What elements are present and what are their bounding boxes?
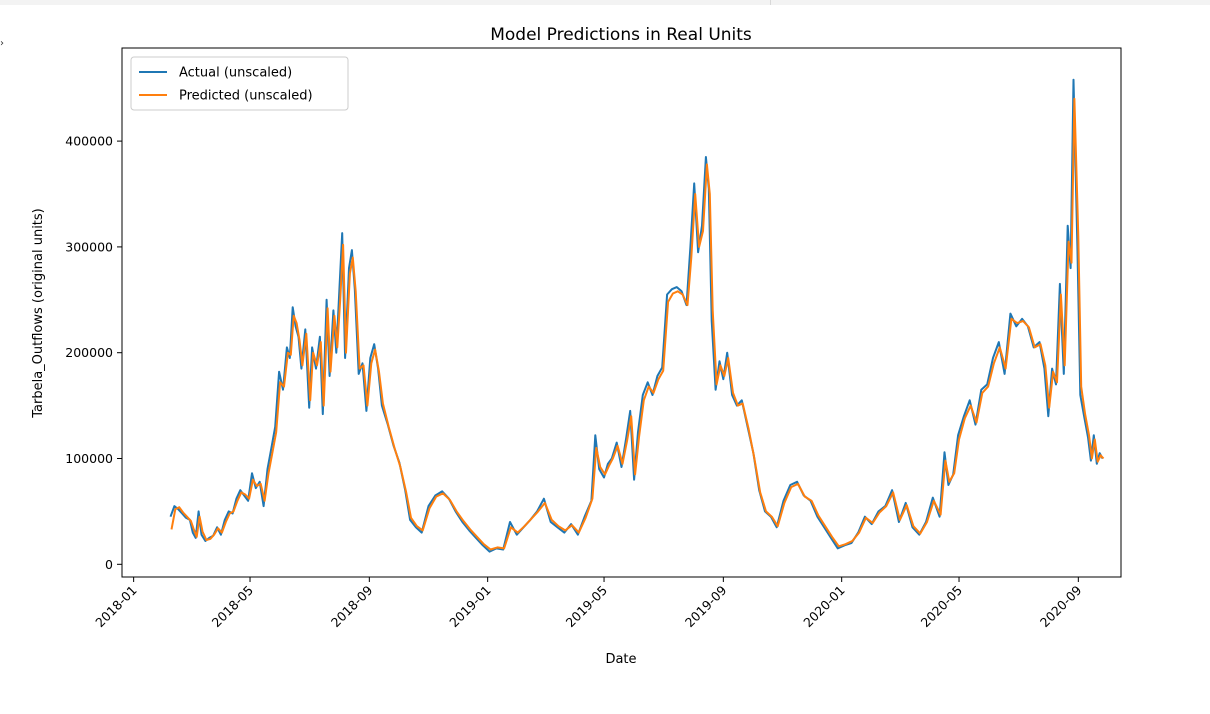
plot-frame — [121, 47, 1122, 578]
x-tick-label: 2018-09 — [328, 582, 376, 630]
x-tick-label: 2018-05 — [209, 583, 257, 631]
collapse-chevron-icon[interactable]: › — [0, 38, 4, 49]
x-axis: 2018-01 2018-05 2018-09 2019-01 2019-05 2019-… — [92, 577, 1084, 630]
plot-area — [121, 47, 1122, 578]
legend-entry: Actual (unscaled) — [179, 66, 292, 81]
x-tick-label: 2019-09 — [682, 582, 730, 630]
y-tick-label: 400000 — [65, 134, 113, 149]
chart-title: Model Predictions in Real Units — [490, 25, 752, 45]
x-tick-label: 2020-05 — [918, 583, 966, 631]
toolbar-divider — [770, 0, 771, 5]
y-tick-label: 100000 — [65, 451, 113, 466]
legend-entry: Predicted (unscaled) — [179, 89, 313, 104]
x-tick-label: 2020-09 — [1037, 582, 1085, 630]
series-line-predicted — [170, 97, 1105, 551]
x-tick-label: 2018-01 — [92, 583, 140, 631]
top-toolbar-strip — [0, 0, 1210, 5]
y-tick-label: 0 — [105, 557, 113, 572]
plot-background — [122, 48, 1121, 577]
legend: Actual (unscaled) Predicted (unscaled) — [130, 56, 349, 111]
y-axis: 0 100000 200000 300000 400000 — [65, 134, 122, 572]
x-tick-label: 2019-05 — [563, 583, 611, 631]
y-tick-label: 200000 — [65, 345, 113, 360]
y-tick-label: 300000 — [65, 239, 113, 254]
x-tick-label: 2019-01 — [446, 583, 494, 631]
x-tick-label: 2020-01 — [800, 583, 848, 631]
y-axis-label: Tarbela_Outflows (original units) — [31, 208, 46, 419]
legend-box — [130, 56, 349, 111]
x-axis-label: Date — [605, 652, 636, 667]
